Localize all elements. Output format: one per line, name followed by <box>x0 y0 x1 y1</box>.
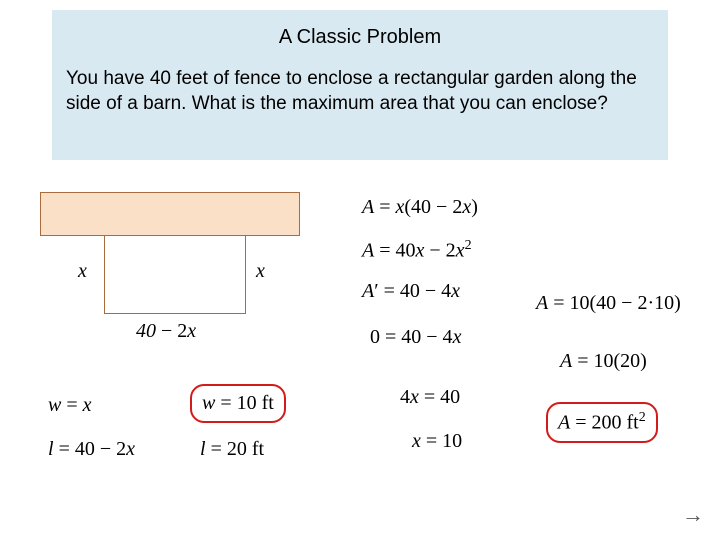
eq-zero: 0 = 40 − 4x <box>370 326 461 349</box>
eq-a-expand: A = 40x − 2x2 <box>362 238 472 263</box>
label-x-right: x <box>256 260 265 283</box>
problem-box: A Classic Problem You have 40 feet of fe… <box>52 10 668 160</box>
eq-a-prime: A′ = 40 − 4x <box>362 280 460 303</box>
eq-x-10: x = 10 <box>412 430 462 453</box>
problem-title: A Classic Problem <box>52 10 668 49</box>
eq-a-20: A = 10(20) <box>560 350 647 373</box>
eq-w-10ft: w = 10 ft <box>190 384 286 423</box>
label-x-left: x <box>78 260 87 283</box>
barn-rect <box>40 192 300 236</box>
eq-a-answer: A = 200 ft2 <box>546 402 658 443</box>
eq-a-def: A = x(40 − 2x) <box>362 196 478 219</box>
eq-l-equals: l = 40 − 2x <box>48 438 135 461</box>
next-arrow-icon[interactable]: → <box>682 502 704 528</box>
eq-w-equals-x: w = x <box>48 394 92 417</box>
eq-4x-40: 4x = 40 <box>400 386 460 409</box>
eq-a-sub: A = 10(40 − 2·10) <box>536 292 681 315</box>
garden-rect <box>104 235 246 314</box>
eq-l-20ft: l = 20 ft <box>200 438 264 461</box>
label-bottom: 40 − 2x <box>136 320 196 343</box>
problem-body: You have 40 feet of fence to enclose a r… <box>52 49 668 116</box>
